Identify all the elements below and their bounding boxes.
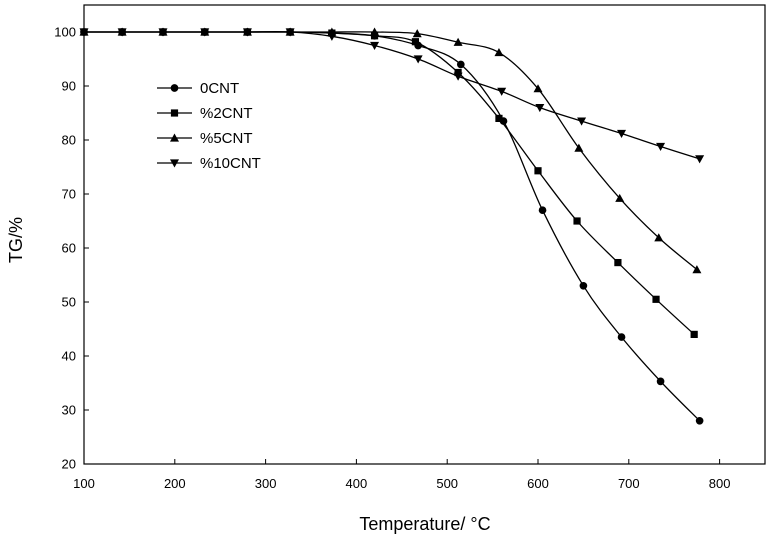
y-tick-label-50: 50 — [62, 295, 76, 310]
series-3 — [79, 28, 705, 164]
series-3-point-14 — [656, 142, 666, 151]
series-2-point-10 — [494, 48, 504, 57]
series-3-point-7 — [370, 41, 380, 50]
series-2 — [79, 27, 702, 274]
series-1-point-15 — [690, 330, 698, 338]
legend-marker-0 — [170, 84, 179, 92]
series-3-point-10 — [497, 87, 507, 96]
series-line-1 — [83, 31, 695, 335]
legend-label-3: %10CNT — [200, 155, 261, 172]
y-tick-label-80: 80 — [62, 133, 76, 148]
series-3-point-6 — [327, 32, 337, 41]
series-1-point-8 — [411, 38, 420, 46]
series-layer — [79, 27, 705, 425]
x-tick-label-700: 700 — [618, 476, 640, 491]
y-axis-title: TG/% — [6, 217, 26, 263]
series-3-point-3 — [200, 28, 210, 37]
series-2-point-7 — [370, 27, 380, 36]
series-2-point-12 — [574, 143, 584, 152]
series-1-point-9 — [454, 68, 462, 77]
legend-entry-1: %2CNT — [157, 105, 253, 122]
series-1-point-13 — [614, 258, 622, 267]
x-tick-label-100: 100 — [73, 476, 95, 491]
series-1-point-7 — [370, 32, 379, 40]
series-1-point-10 — [495, 114, 503, 122]
x-tick-label-400: 400 — [346, 476, 368, 491]
legend-entry-2: %5CNT — [157, 130, 253, 147]
x-tick-label-600: 600 — [527, 476, 549, 491]
legend-marker-3 — [170, 159, 179, 168]
series-2-point-13 — [615, 193, 625, 202]
y-tick-label-100: 100 — [54, 25, 76, 40]
x-tick-label-800: 800 — [709, 476, 731, 491]
series-3-point-0 — [79, 28, 89, 37]
axis-ticks: 100 200 300 400 500 600 700 800 20 30 40 50 60 70 80 90… — [54, 25, 730, 492]
series-1 — [80, 28, 698, 338]
series-2-point-14 — [654, 233, 664, 242]
series-line-2 — [83, 31, 698, 271]
series-3-point-15 — [695, 155, 705, 164]
series-0-point-11 — [538, 206, 547, 215]
series-3-point-9 — [453, 72, 463, 81]
y-tick-label-40: 40 — [62, 349, 76, 364]
series-1-point-12 — [573, 217, 581, 225]
legend-label-1: %2CNT — [200, 105, 253, 122]
series-3-point-8 — [413, 55, 423, 64]
x-tick-label-200: 200 — [164, 476, 186, 491]
series-3-point-13 — [617, 129, 627, 139]
series-1-point-11 — [534, 167, 542, 175]
series-3-point-5 — [285, 28, 295, 37]
series-3-point-11 — [535, 104, 545, 113]
series-3-point-12 — [577, 117, 587, 126]
y-tick-label-20: 20 — [62, 457, 76, 472]
legend: 0CNT %2CNT %5CNT %10CNT — [157, 80, 261, 172]
series-0-point-15 — [695, 416, 704, 425]
legend-label-0: 0CNT — [200, 80, 239, 97]
series-3-point-2 — [158, 28, 168, 37]
legend-marker-2 — [170, 133, 179, 142]
series-2-point-15 — [692, 265, 702, 274]
y-tick-label-90: 90 — [62, 79, 76, 94]
series-0-point-12 — [579, 281, 588, 290]
series-2-point-11 — [533, 84, 543, 93]
legend-marker-1 — [170, 109, 179, 117]
x-tick-label-300: 300 — [255, 476, 277, 491]
series-2-point-9 — [453, 37, 463, 46]
series-1-point-14 — [652, 295, 660, 303]
legend-entry-3: %10CNT — [157, 155, 261, 172]
series-3-point-1 — [117, 28, 127, 37]
legend-label-2: %5CNT — [200, 130, 253, 147]
x-axis-title: Temperature/ °C — [359, 514, 490, 534]
legend-entry-0: 0CNT — [157, 80, 239, 97]
x-tick-label-500: 500 — [436, 476, 458, 491]
series-2-point-8 — [412, 29, 422, 38]
series-0-point-13 — [617, 333, 626, 341]
y-tick-label-70: 70 — [62, 187, 76, 202]
plot-frame — [83, 4, 766, 465]
series-3-point-4 — [242, 28, 252, 37]
series-line-3 — [83, 31, 700, 160]
series-0-point-9 — [456, 60, 465, 69]
y-tick-label-60: 60 — [62, 241, 76, 256]
y-tick-label-30: 30 — [62, 403, 76, 418]
series-0-point-14 — [656, 377, 665, 386]
